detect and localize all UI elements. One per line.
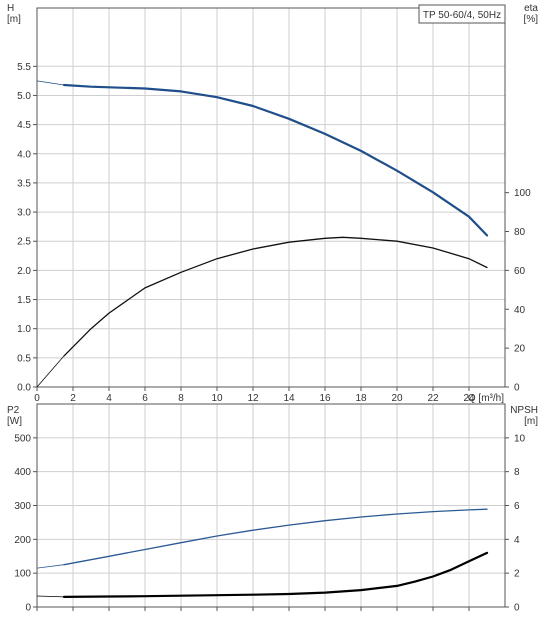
- right-tick-label: 2: [514, 569, 520, 580]
- left-tick-label: 0.5: [17, 353, 31, 364]
- x-tick-label: 12: [247, 393, 259, 404]
- plot-frame: [36, 403, 506, 608]
- series-line: [62, 551, 489, 599]
- left-tick-label: 4.0: [17, 149, 31, 160]
- bottom-panel: 0 100 200 300 400 500 0 2 4 6 8 10 P2[W] NPSH[m]: [7, 403, 538, 614]
- left-tick-label: 2.5: [17, 237, 31, 248]
- left-axis-unit: [W]: [7, 416, 22, 427]
- x-tick-label: 14: [283, 393, 295, 404]
- right-tick-label: 0: [514, 603, 520, 614]
- left-tick-label: 0: [25, 603, 31, 614]
- x-tick-label: 0: [34, 393, 40, 404]
- right-tick-label: 60: [514, 266, 526, 277]
- top-panel: 0 2 4 6 8 10 12 14 16 18 20 22 240.00.51.01.52.02.53…: [7, 3, 538, 404]
- right-axis-label: NPSH: [510, 405, 538, 416]
- left-tick-label: 3.5: [17, 178, 31, 189]
- right-axis-unit: [%]: [524, 14, 539, 25]
- x-tick-label: 24: [463, 393, 475, 404]
- series-leadin-line: [36, 564, 65, 569]
- title-box-frame: [418, 4, 506, 24]
- series-line: [63, 236, 488, 357]
- right-tick-label: 0: [514, 383, 520, 394]
- x-tick-label: 8: [178, 393, 184, 404]
- x-tick-label: 2: [70, 393, 76, 404]
- right-tick-label: 20: [514, 344, 526, 355]
- left-tick-label: 400: [14, 467, 31, 478]
- series-line: [62, 83, 489, 237]
- left-tick-label: 500: [14, 433, 31, 444]
- left-tick-label: 0.0: [17, 383, 31, 394]
- right-tick-label: 100: [514, 188, 531, 199]
- x-axis-label: Q [m³/h]: [468, 393, 504, 404]
- left-tick-label: 5.5: [17, 62, 31, 73]
- left-axis-unit: [m]: [7, 14, 21, 25]
- right-axis-label: eta: [524, 3, 538, 14]
- right-tick-label: 40: [514, 305, 526, 316]
- x-tick-label: 22: [427, 393, 439, 404]
- x-tick-label: 18: [355, 393, 367, 404]
- right-tick-label: 8: [514, 467, 520, 478]
- left-tick-label: 100: [14, 569, 31, 580]
- series-leadin-line: [36, 80, 65, 86]
- series-leadin-line: [36, 355, 65, 388]
- title-box: TP 50-60/4, 50Hz: [418, 4, 506, 24]
- x-tick-label: 6: [142, 393, 148, 404]
- x-tick-label: 20: [391, 393, 403, 404]
- left-tick-label: 2.0: [17, 266, 31, 277]
- x-tick-label: 16: [319, 393, 331, 404]
- series-leadin-line: [36, 595, 65, 598]
- left-tick-label: 1.0: [17, 324, 31, 335]
- series-line: [63, 508, 488, 566]
- left-axis-label: P2: [7, 405, 20, 416]
- left-tick-label: 3.0: [17, 208, 31, 219]
- left-axis-label: H: [7, 3, 14, 14]
- chart-title: TP 50-60/4, 50Hz: [423, 10, 501, 21]
- right-tick-label: 10: [514, 433, 526, 444]
- plot-frame: [36, 7, 506, 388]
- left-tick-label: 200: [14, 535, 31, 546]
- left-tick-label: 300: [14, 501, 31, 512]
- right-tick-label: 80: [514, 227, 526, 238]
- x-tick-label: 4: [106, 393, 112, 404]
- left-tick-label: 5.0: [17, 91, 31, 102]
- x-tick-label: 10: [211, 393, 223, 404]
- right-axis-unit: [m]: [524, 416, 538, 427]
- right-tick-label: 4: [514, 535, 520, 546]
- left-tick-label: 1.5: [17, 295, 31, 306]
- left-tick-label: 4.5: [17, 120, 31, 131]
- right-tick-label: 6: [514, 501, 520, 512]
